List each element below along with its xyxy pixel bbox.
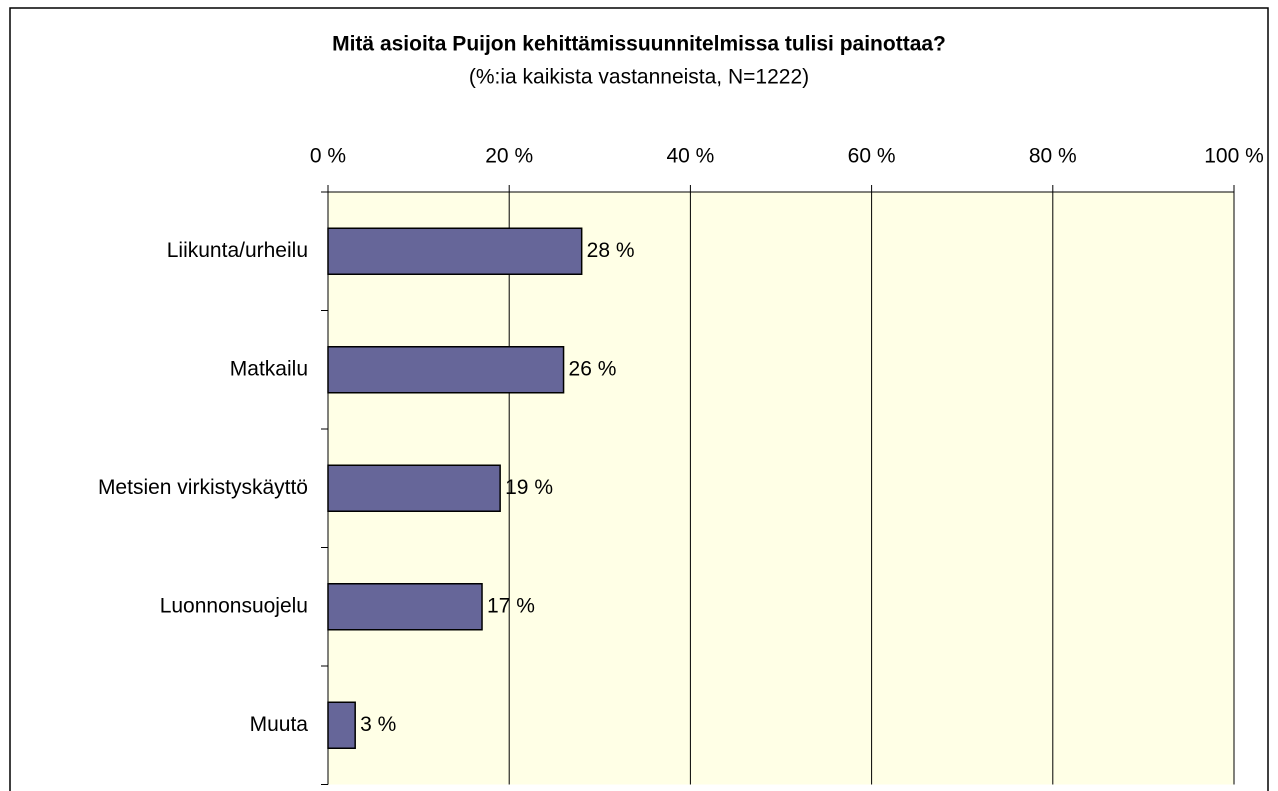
x-tick-label: 100 % [1204,145,1264,168]
chart-subtitle: (%:ia kaikista vastanneista, N=1222) [469,66,809,89]
bar [327,464,501,512]
y-tick-label: Metsien virkistyskäyttö [98,476,308,499]
value-label: 26 % [569,357,617,380]
y-tick-label: Matkailu [230,357,308,380]
chart-title: Mitä asioita Puijon kehittämissuunnitelm… [332,33,946,56]
x-tick-label: 60 % [848,145,896,168]
bar [327,701,356,749]
bar [327,346,565,394]
y-tick-label: Liikunta/urheilu [167,239,308,262]
value-label: 28 % [587,239,635,262]
bar [327,583,483,631]
bar [327,227,583,275]
value-label: 3 % [360,713,396,736]
x-tick-label: 0 % [310,145,346,168]
y-tick-label: Muuta [250,713,309,736]
value-label: 17 % [487,594,535,617]
x-tick-label: 80 % [1029,145,1077,168]
y-tick-label: Luonnonsuojelu [160,594,308,617]
x-tick-label: 40 % [666,145,714,168]
value-label: 19 % [505,476,553,499]
x-tick-label: 20 % [485,145,533,168]
